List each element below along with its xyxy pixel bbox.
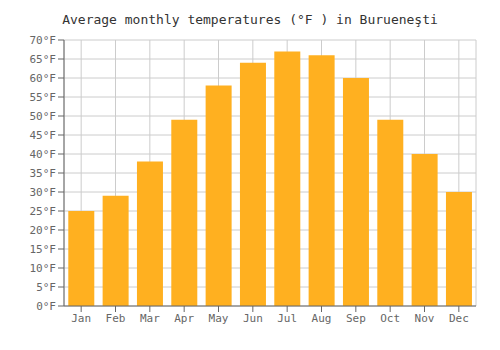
svg-text:Jun: Jun (243, 312, 263, 325)
svg-text:25°F: 25°F (30, 205, 57, 218)
svg-text:May: May (209, 312, 229, 325)
svg-text:Apr: Apr (174, 312, 194, 325)
svg-text:35°F: 35°F (30, 167, 57, 180)
svg-text:0°F: 0°F (36, 300, 56, 313)
svg-text:70°F: 70°F (30, 34, 57, 47)
svg-text:Aug: Aug (312, 312, 332, 325)
svg-text:65°F: 65°F (30, 53, 57, 66)
svg-text:5°F: 5°F (36, 281, 56, 294)
svg-text:60°F: 60°F (30, 72, 57, 85)
svg-text:Dec: Dec (449, 312, 469, 325)
svg-text:50°F: 50°F (30, 110, 57, 123)
svg-text:Nov: Nov (415, 312, 435, 325)
svg-text:10°F: 10°F (30, 262, 57, 275)
svg-text:15°F: 15°F (30, 243, 57, 256)
html-text:Average monthly temperatures (: Average monthly temperatures (°F ) in Bu… (62, 12, 438, 27)
svg-text:55°F: 55°F (30, 91, 57, 104)
svg-text:Jan: Jan (71, 312, 91, 325)
svg-text:45°F: 45°F (30, 129, 57, 142)
svg-text:Jul: Jul (277, 312, 297, 325)
svg-text:30°F: 30°F (30, 186, 57, 199)
svg-text:Feb: Feb (106, 312, 126, 325)
svg-text:Sep: Sep (346, 312, 366, 325)
svg-text:40°F: 40°F (30, 148, 57, 161)
svg-text:Mar: Mar (140, 312, 160, 325)
svg-text:Oct: Oct (380, 312, 400, 325)
svg-text:20°F: 20°F (30, 224, 57, 237)
